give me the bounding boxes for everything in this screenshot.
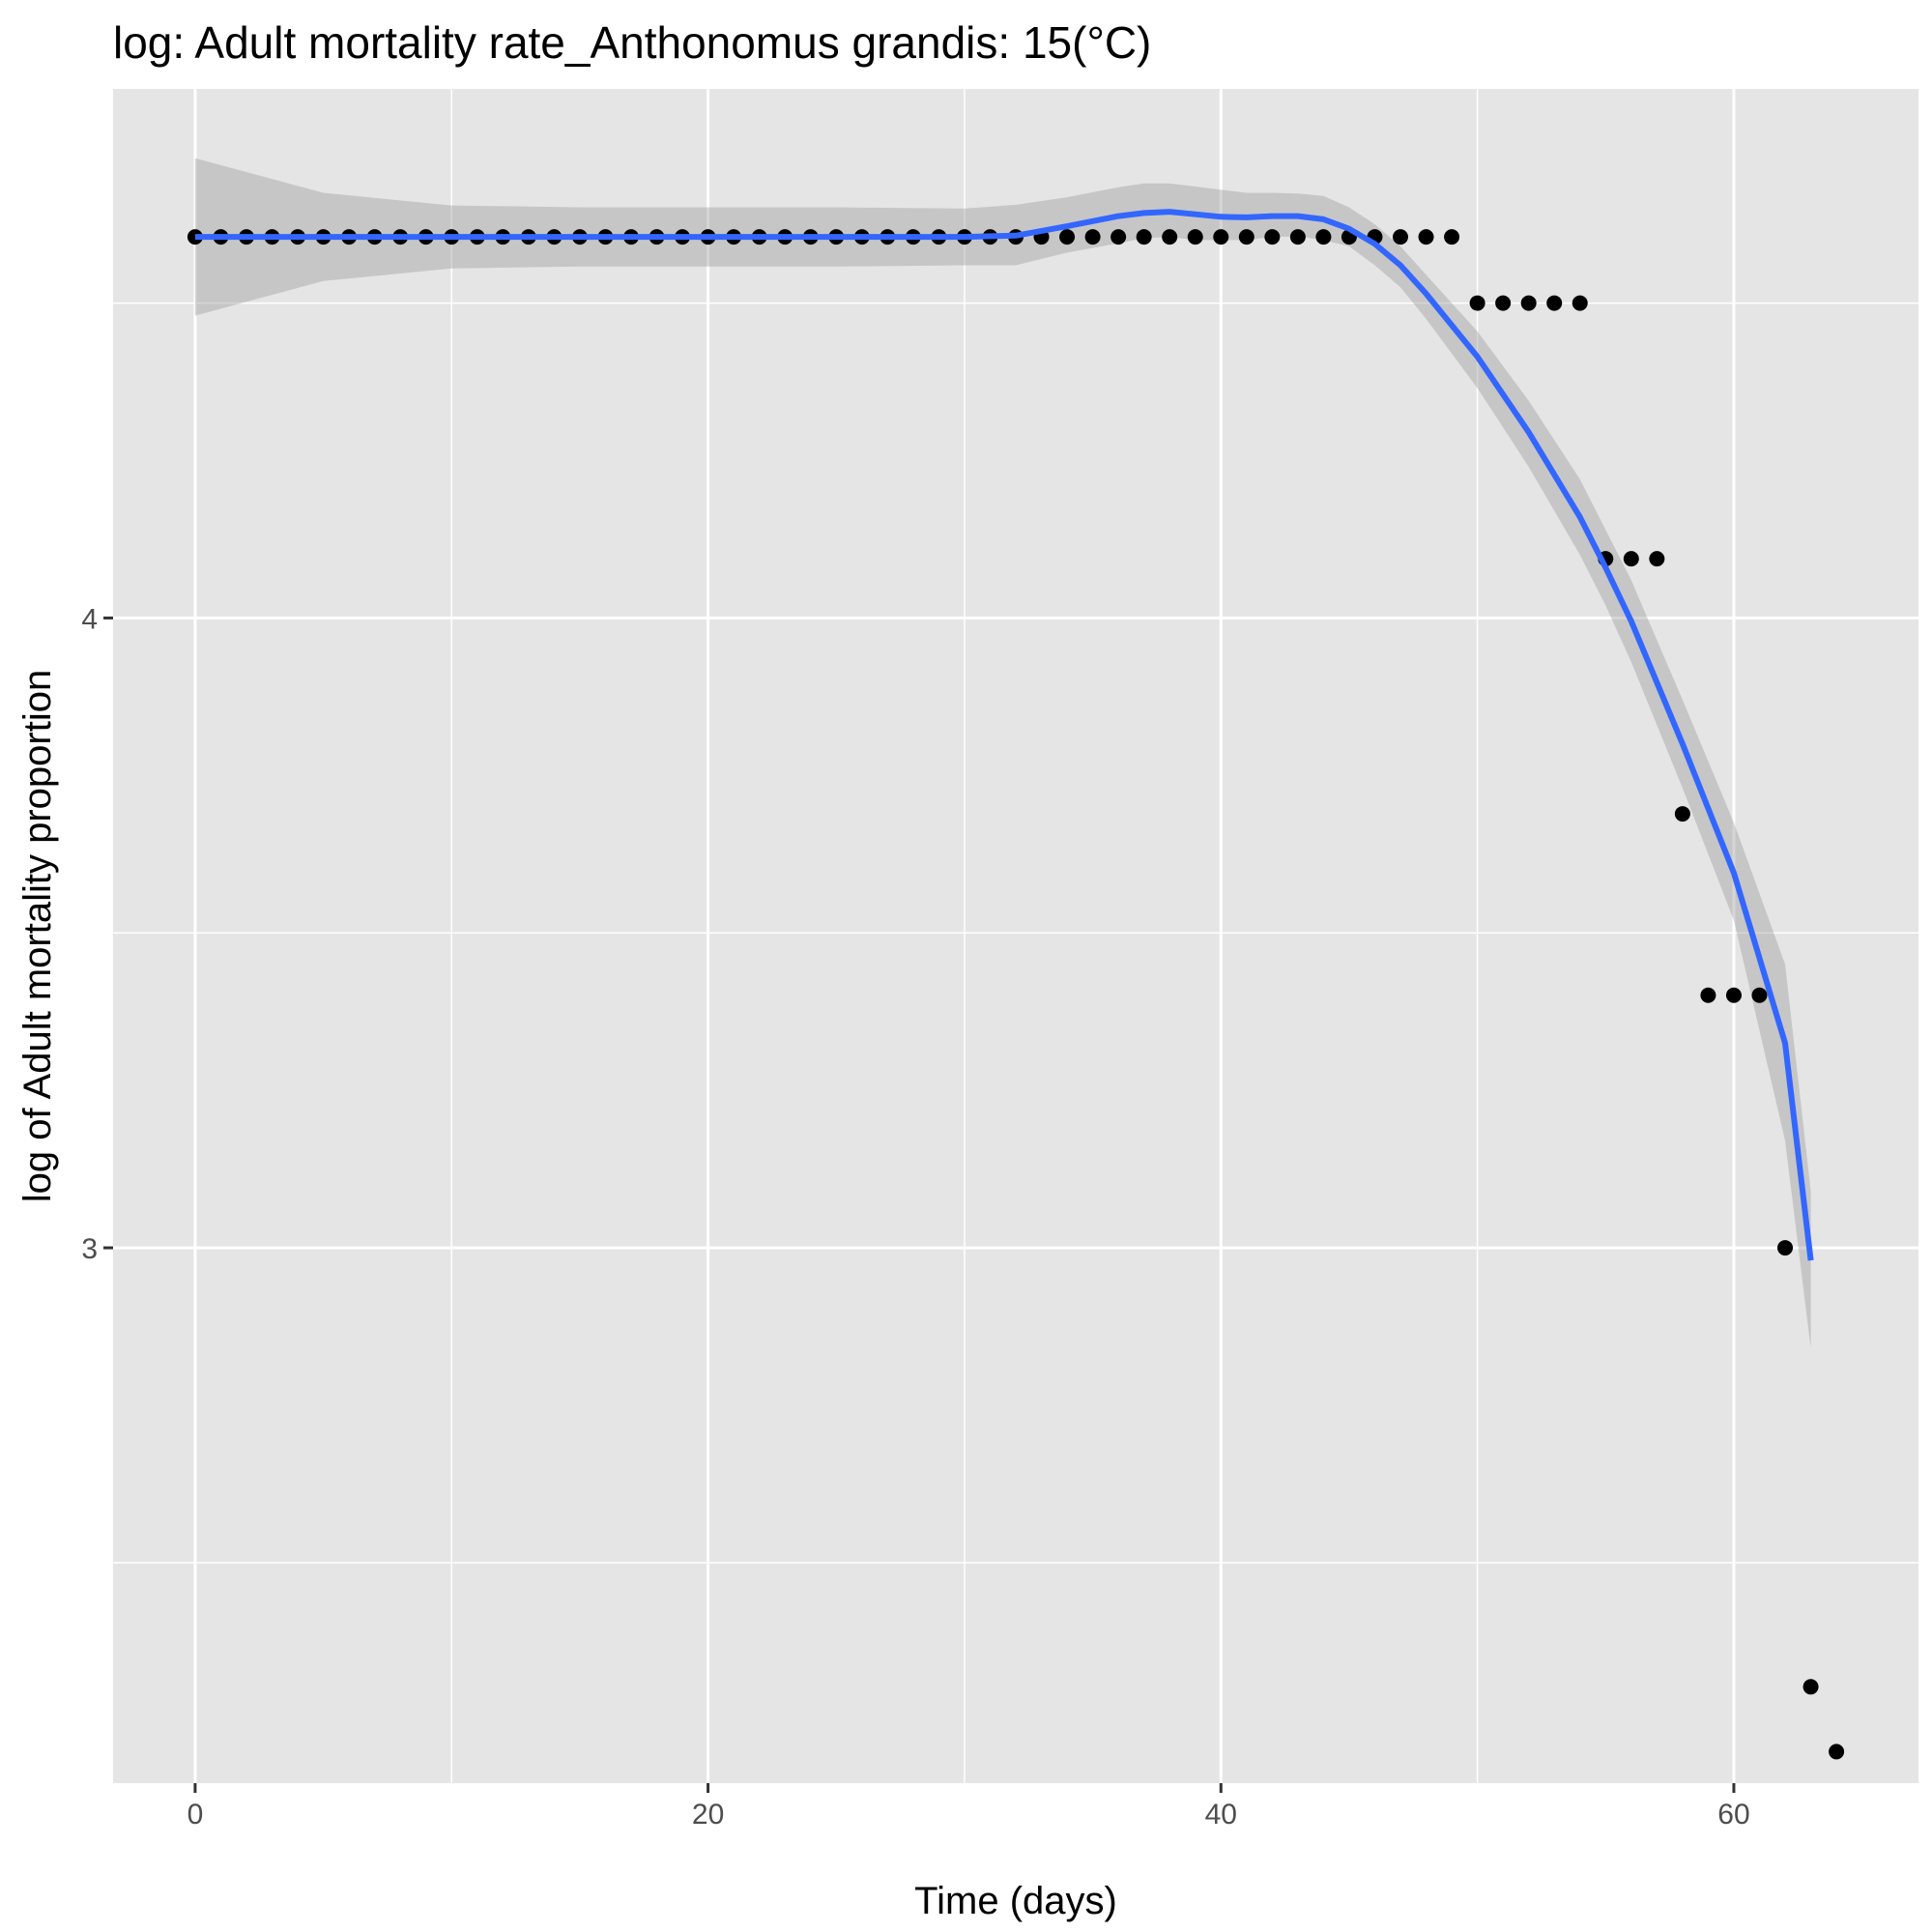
data-point [1623,551,1639,567]
data-point [1777,1240,1794,1256]
data-point [1520,295,1537,311]
data-point [1238,229,1254,245]
chart-title: log: Adult mortality rate_Anthonomus gra… [113,17,1151,68]
y-tick-label: 3 [81,1233,98,1265]
y-axis-ticks: 34 [81,603,113,1265]
data-point [1802,1679,1819,1695]
major-gridlines [113,89,1918,1783]
x-axis-ticks: 0 20 40 60 [187,1783,1750,1831]
data-point [1393,229,1409,245]
data-point [1469,295,1485,311]
data-point [1213,229,1229,245]
data-point [1162,229,1178,245]
y-tick-label: 4 [81,603,98,635]
data-point [1110,229,1127,245]
data-point [1700,987,1716,1003]
data-point [1136,229,1152,245]
data-point [1315,229,1332,245]
y-axis-title: log of Adult mortality proportion [16,670,59,1202]
data-point [1495,295,1512,311]
data-point [1444,229,1460,245]
data-point [1289,229,1306,245]
data-point [1725,987,1742,1003]
data-point [1418,229,1434,245]
data-point [1264,229,1281,245]
confidence-ribbon [194,158,1811,1349]
data-point [1674,806,1690,822]
data-point [1829,1744,1845,1760]
data-point [1084,229,1101,245]
data-point [1187,229,1203,245]
x-axis-title: Time (days) [914,1880,1117,1922]
data-point [1751,987,1768,1003]
data-point [1572,295,1588,311]
x-tick-label: 40 [1205,1799,1237,1831]
data-point [1059,229,1076,245]
smooth-line [194,209,1814,1261]
x-tick-label: 0 [187,1799,204,1831]
data-point [1546,295,1563,311]
data-point [1649,551,1665,567]
plot-panel [113,89,1918,1783]
minor-gridlines [113,89,1918,1783]
x-tick-label: 20 [692,1799,724,1831]
x-tick-label: 60 [1717,1799,1749,1831]
